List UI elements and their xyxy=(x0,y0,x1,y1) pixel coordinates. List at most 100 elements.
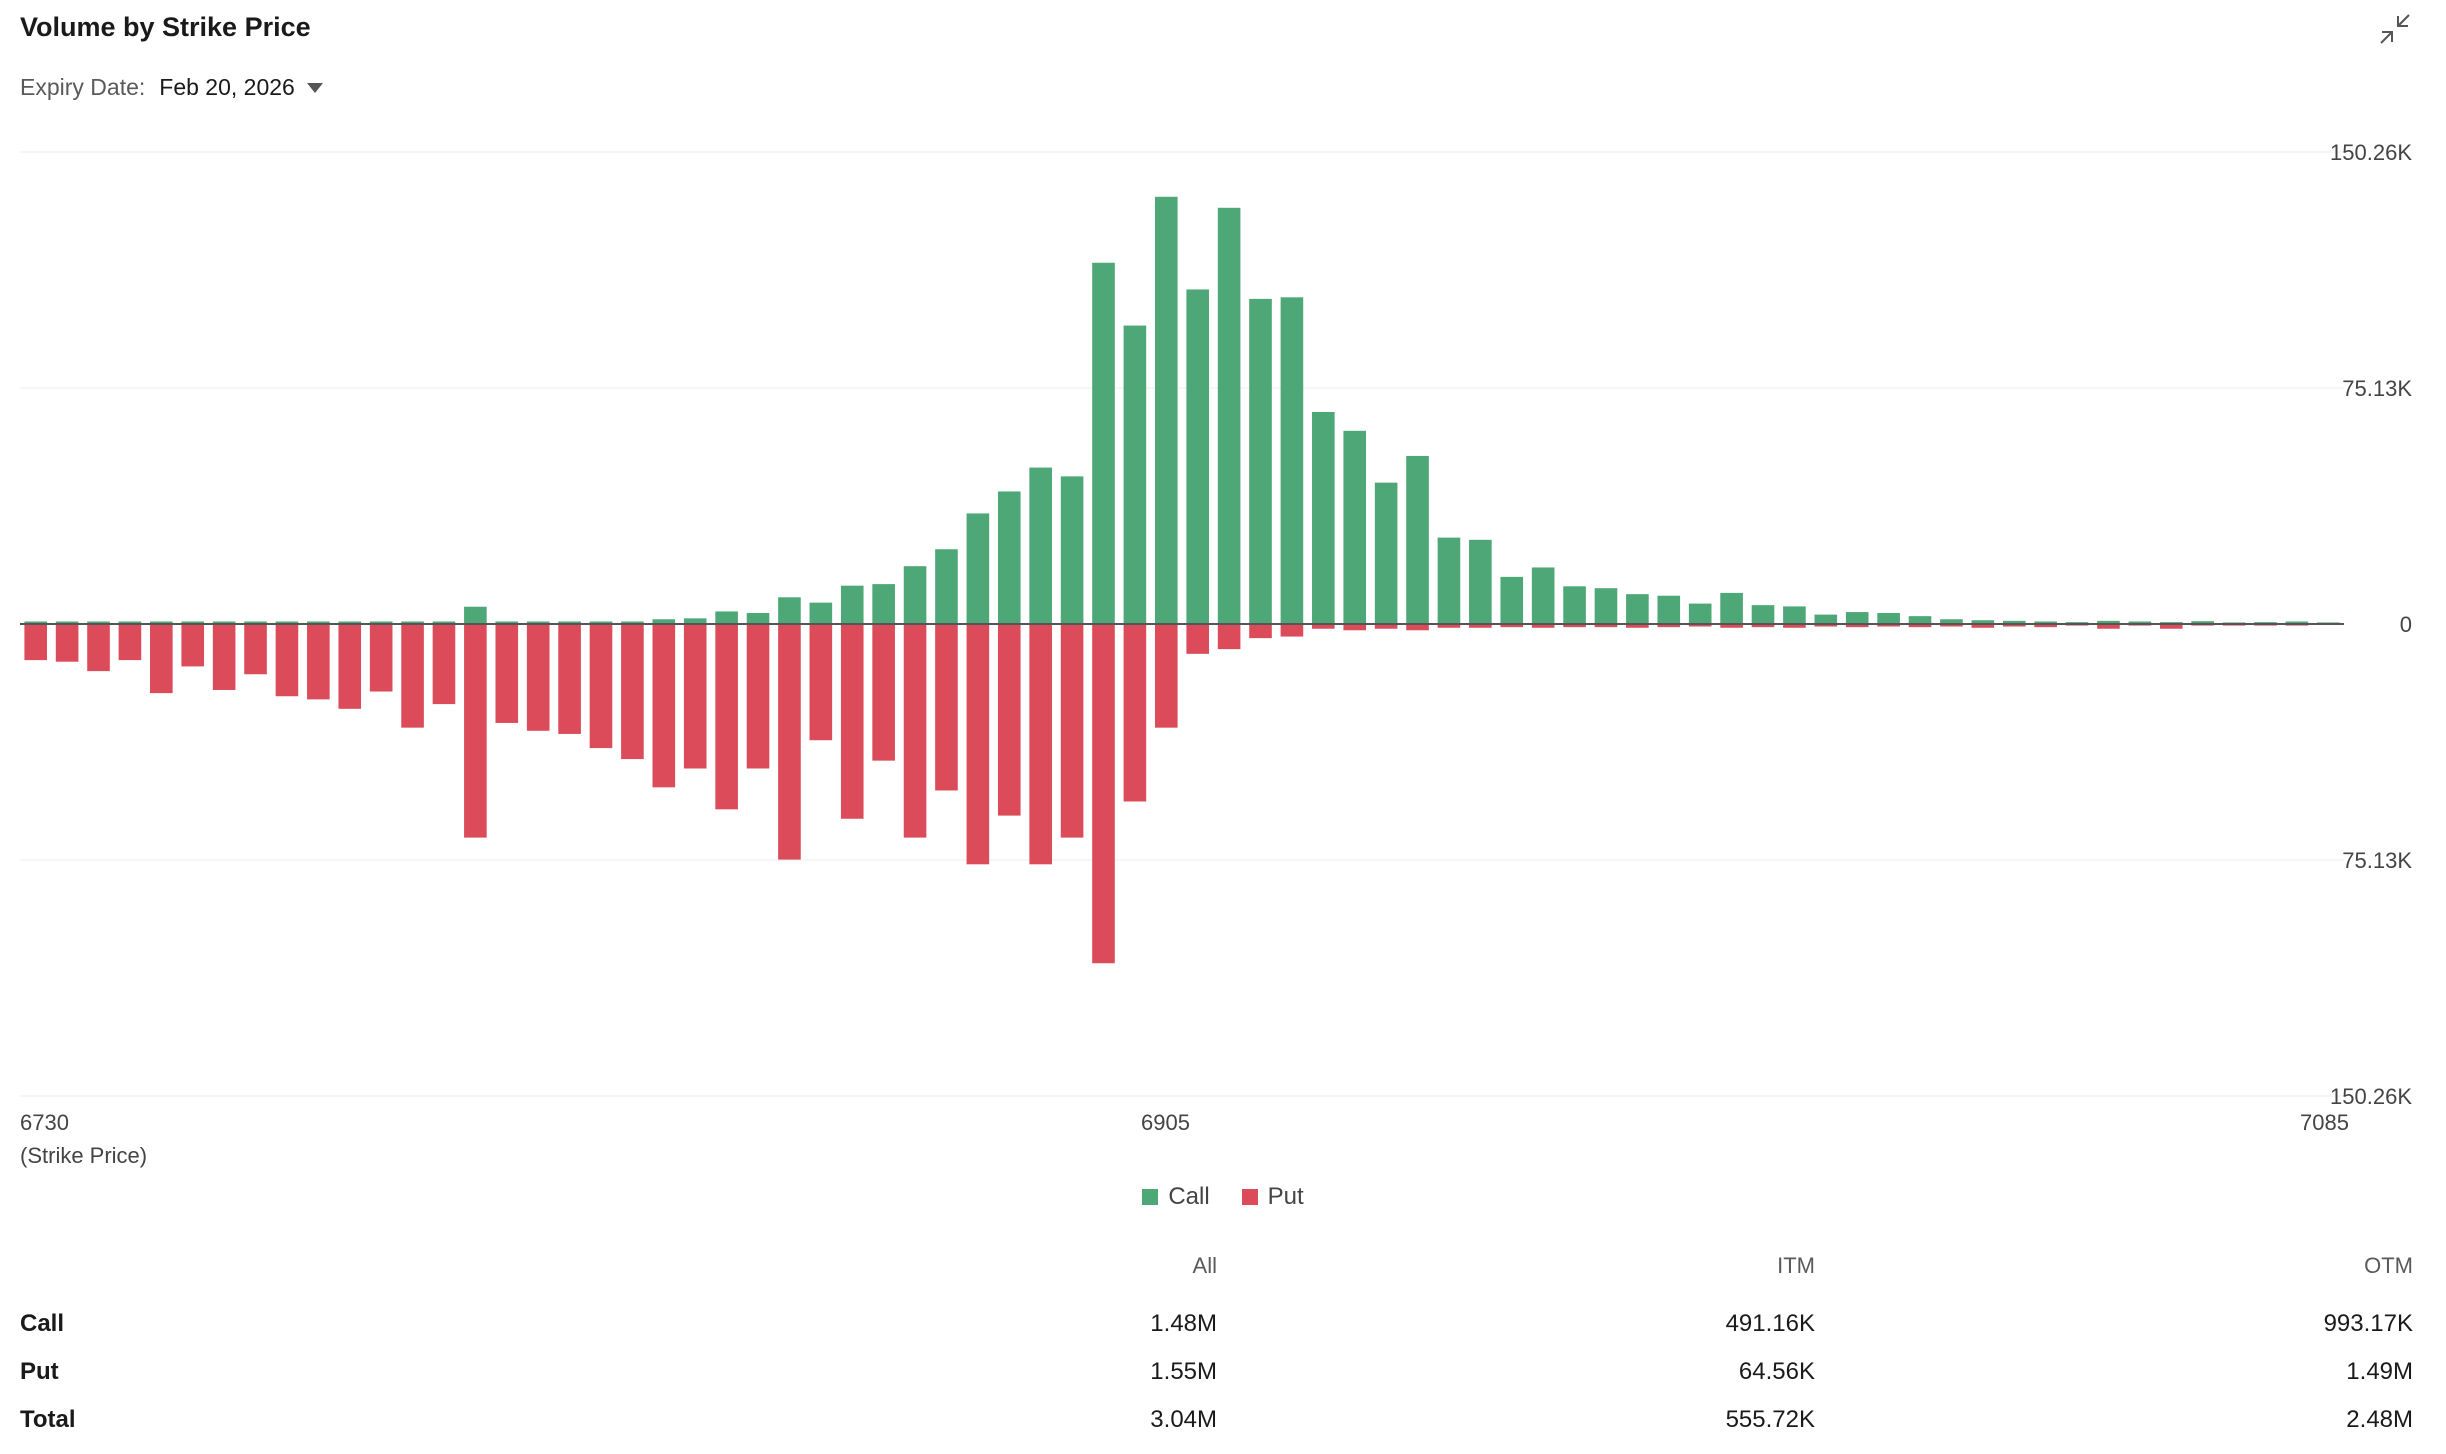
put-bar xyxy=(2034,624,2057,628)
put-bar xyxy=(1783,624,1806,628)
put-bar xyxy=(2097,624,2120,629)
call-bar xyxy=(997,491,1021,624)
call-bar xyxy=(432,621,456,624)
put-bar xyxy=(55,624,79,662)
call-bar xyxy=(589,621,613,624)
call-bar xyxy=(621,621,644,624)
put-bar xyxy=(1845,624,1869,628)
legend-item-put[interactable]: Put xyxy=(1241,1183,1304,1211)
call-bar xyxy=(1092,262,1115,624)
call-bar xyxy=(275,621,299,624)
call-bar xyxy=(1500,576,1524,624)
call-bar xyxy=(1657,595,1681,624)
put-bar xyxy=(275,624,299,697)
summary-row-label: Total xyxy=(20,1406,76,1433)
call-bar xyxy=(1437,537,1461,624)
put-bar xyxy=(1814,624,1838,627)
put-bar xyxy=(1280,624,1304,637)
put-bar xyxy=(1343,624,1367,631)
call-bar xyxy=(1626,594,1649,624)
call-bar xyxy=(1123,325,1147,624)
call-bar xyxy=(1783,606,1806,624)
summary-row-total: Total 3.04M 555.72K 2.48M xyxy=(0,1406,2446,1436)
put-bar xyxy=(495,624,519,723)
put-bar xyxy=(181,624,205,667)
put-bar xyxy=(464,624,487,838)
put-bar xyxy=(1751,624,1775,628)
call-bar xyxy=(87,621,110,624)
call-bar xyxy=(1845,612,1869,624)
put-bar xyxy=(1154,624,1178,728)
call-bar xyxy=(1343,430,1367,624)
put-bar xyxy=(2159,624,2183,629)
y-tick-label: 150.26K xyxy=(2330,1084,2412,1109)
x-tick-label: 6730 xyxy=(20,1110,69,1135)
put-bar xyxy=(1060,624,1084,838)
put-bar xyxy=(1626,624,1649,628)
put-bar xyxy=(809,624,833,741)
put-bar xyxy=(1657,624,1681,628)
x-tick-label: 7085 xyxy=(2300,1110,2349,1135)
put-bar xyxy=(24,624,48,661)
call-bar xyxy=(903,566,927,624)
caret-down-icon[interactable] xyxy=(306,82,323,93)
expiry-selector[interactable]: Expiry Date: Feb 20, 2026 xyxy=(20,74,323,101)
put-bar xyxy=(558,624,581,734)
y-tick-label: 75.13K xyxy=(2342,848,2412,873)
put-bar xyxy=(1469,624,1492,628)
put-bar xyxy=(1249,624,1272,639)
call-bar xyxy=(338,621,362,624)
call-bar xyxy=(1029,467,1052,624)
put-bar xyxy=(526,624,550,731)
put-bar xyxy=(652,624,676,788)
put-bar xyxy=(746,624,770,769)
call-bar xyxy=(840,585,864,624)
put-swatch xyxy=(1241,1189,1258,1205)
x-tick-label: 6905 xyxy=(1141,1110,1190,1135)
call-bar xyxy=(2191,621,2214,624)
call-bar xyxy=(1060,476,1084,624)
put-bar xyxy=(212,624,236,690)
call-bar xyxy=(24,621,48,624)
put-bar xyxy=(401,624,424,728)
put-bar xyxy=(150,624,173,694)
put-bar xyxy=(1940,624,1963,627)
chart-title: Volume by Strike Price xyxy=(20,12,311,42)
call-bar xyxy=(1877,613,1900,624)
put-bar xyxy=(1437,624,1461,628)
put-bar xyxy=(338,624,362,709)
put-bar xyxy=(307,624,330,700)
put-bar xyxy=(1688,624,1712,627)
collapse-arrows-icon[interactable] xyxy=(2378,12,2412,46)
summary-row-call: Call 1.48M 491.16K 993.17K xyxy=(0,1310,2446,1340)
put-bar xyxy=(118,624,142,661)
call-bar xyxy=(1940,619,1963,624)
call-bar xyxy=(369,621,393,624)
grid-layer xyxy=(20,151,2344,1097)
call-bar xyxy=(2128,621,2152,624)
put-bar xyxy=(935,624,958,791)
summary-cell-itm: 555.72K xyxy=(1725,1406,1815,1433)
expiry-value[interactable]: Feb 20, 2026 xyxy=(159,74,295,100)
put-bar xyxy=(2002,624,2026,627)
put-bar xyxy=(1877,624,1900,627)
put-bar xyxy=(715,624,738,810)
summary-cell-all: 1.48M xyxy=(1150,1310,1217,1337)
call-bar xyxy=(2002,620,2026,624)
call-bar xyxy=(2034,621,2057,624)
summary-header-all: All xyxy=(1192,1253,1217,1278)
summary-header-itm: ITM xyxy=(1777,1253,1815,1278)
call-bar xyxy=(1406,455,1429,624)
call-bar xyxy=(778,597,801,624)
call-swatch xyxy=(1142,1189,1159,1205)
put-bar xyxy=(1406,624,1429,631)
put-bar xyxy=(1092,624,1115,964)
put-bar xyxy=(1500,624,1524,628)
put-bar xyxy=(1531,624,1555,628)
legend-item-call[interactable]: Call xyxy=(1142,1183,1210,1211)
put-bar xyxy=(432,624,456,705)
call-bar xyxy=(495,621,519,624)
call-bar xyxy=(683,618,707,624)
put-bar xyxy=(683,624,707,769)
call-bar xyxy=(526,621,550,624)
